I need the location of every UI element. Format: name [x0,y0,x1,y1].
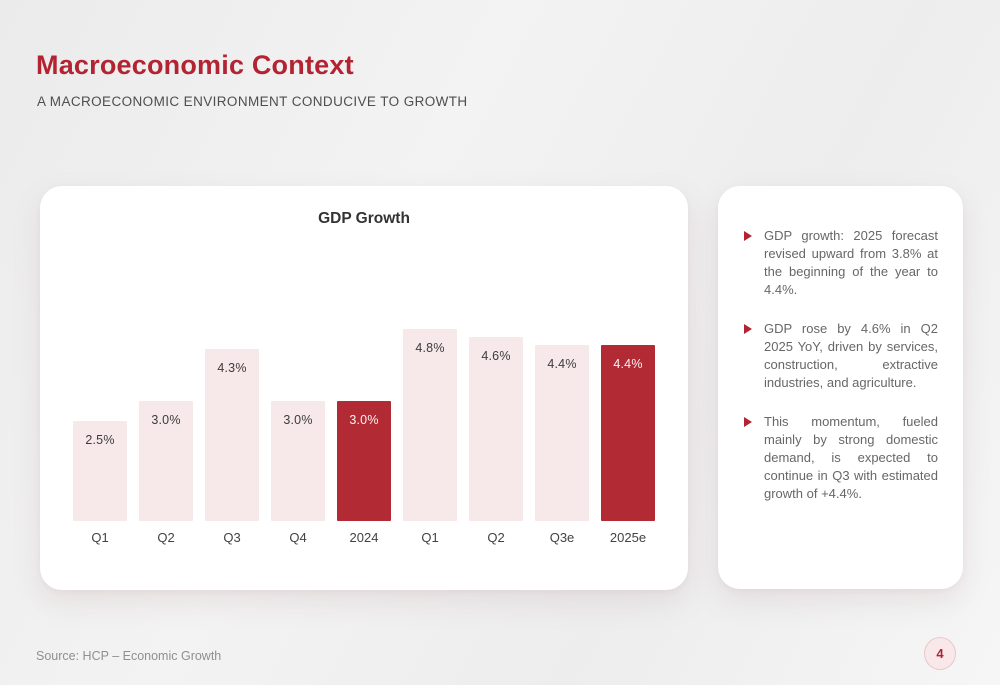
bullet-triangle-icon [744,324,752,334]
insight-item: GDP growth: 2025 forecast revised upward… [744,227,938,299]
bar-group: 2.5% Q1 3.0% Q2 4.3% Q3 3.0% Q4 3.0% 2024 4.8% Q1 4.… [40,329,688,548]
chart-title: GDP Growth [318,210,410,227]
gdp-growth-chart-card: GDP Growth 2.5% Q1 3.0% Q2 4.3% Q3 3.0% Q4 3.0% 2… [40,186,688,590]
bar-category-label: Q2 [157,530,175,545]
bar-category-label: Q3 [223,530,241,545]
bar-value-label: 2.5% [85,433,115,447]
insight-item: GDP rose by 4.6% in Q2 2025 YoY, driven … [744,320,938,392]
bar-value-label: 3.0% [151,413,181,427]
bar-column: 3.0% 2024 [337,401,391,548]
bar: 3.0% [271,401,325,521]
bar-value-label: 4.6% [481,349,511,363]
bar-category-label: 2025e [609,530,647,545]
bar-category-label: Q1 [421,530,439,545]
bar-category-label: Q2 [487,530,505,545]
insights-card: GDP growth: 2025 forecast revised upward… [718,186,963,589]
bar-column: 4.4% 2025e [601,345,655,548]
bar-value-label: 4.4% [547,357,577,371]
bar-value-label: 4.3% [217,361,247,375]
bullet-triangle-icon [744,417,752,427]
bar-column: 4.6% Q2 [469,337,523,548]
bar-category-label: Q3e [549,530,575,545]
bullet-triangle-icon [744,231,752,241]
bar-category-label: Q4 [289,530,307,545]
insight-item: This momentum, fueled mainly by strong d… [744,413,938,503]
bar: 4.3% [205,349,259,521]
page-title: Macroeconomic Context [36,50,354,80]
insight-text: GDP rose by 4.6% in Q2 2025 YoY, driven … [764,321,938,390]
bar: 4.4% [535,345,589,521]
insights-list: GDP growth: 2025 forecast revised upward… [718,186,963,544]
insight-text: GDP growth: 2025 forecast revised upward… [764,228,938,297]
bar-category-label: 2024 [349,530,379,545]
bar: 2.5% [73,421,127,521]
bar-value-label: 3.0% [349,413,379,427]
bar-value-label: 4.8% [415,341,445,355]
bar-column: 4.8% Q1 [403,329,457,548]
page-number-badge: 4 [924,637,956,670]
bar-value-label: 4.4% [613,357,643,371]
bar-column: 4.3% Q3 [205,349,259,548]
bar-value-label: 3.0% [283,413,313,427]
bar: 3.0% [139,401,193,521]
page-subtitle: A MACROECONOMIC ENVIRONMENT CONDUCIVE TO… [37,94,468,109]
source-note: Source: HCP – Economic Growth [36,649,222,663]
bar-column: 3.0% Q2 [139,401,193,548]
bar: 4.6% [469,337,523,521]
bar-category-label: Q1 [91,530,109,545]
bar: 4.4% [601,345,655,521]
page-number: 4 [936,646,944,661]
bar-column: 4.4% Q3e [535,345,589,548]
insight-text: This momentum, fueled mainly by strong d… [764,414,938,501]
bar: 4.8% [403,329,457,521]
bar-column: 2.5% Q1 [73,421,127,548]
bar-column: 3.0% Q4 [271,401,325,548]
bar: 3.0% [337,401,391,521]
